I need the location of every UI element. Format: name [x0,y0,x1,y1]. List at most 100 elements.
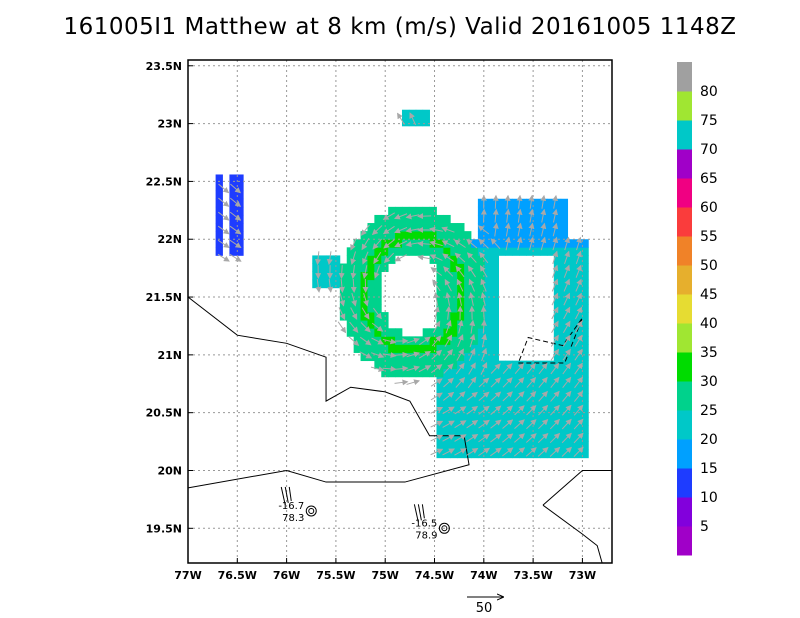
speed-cell [546,231,555,240]
speed-cell [360,239,368,248]
speed-cell [519,247,527,256]
y-tick-label: 20N [157,464,182,477]
wind-vector [550,376,560,388]
speed-cell [450,287,458,297]
wind-vector [478,405,490,415]
speed-cell [505,425,513,434]
speed-cell [546,441,555,451]
speed-cell [436,401,444,410]
colorbar-swatch [677,91,692,121]
speed-cell [408,223,417,232]
speed-cell [450,271,458,281]
speed-cell [505,384,513,394]
speed-cell [346,303,355,313]
speed-cell [470,239,479,248]
speed-cell [443,384,451,394]
speed-cell [553,214,562,224]
speed-cell [581,279,589,289]
speed-cell [374,303,382,313]
speed-cell [491,255,500,264]
speed-cell [436,263,444,273]
wind-vector [526,405,537,416]
wind-vector [526,391,537,402]
speed-cell [533,433,541,442]
speed-cell [422,328,430,337]
wind-vector [540,236,547,251]
wind-vector [550,334,559,347]
speed-cell [450,231,458,240]
speed-cell [567,393,575,402]
speed-cell [581,328,589,337]
speed-cell [581,441,589,451]
speed-cell [395,360,403,370]
speed-cell [395,223,403,232]
speed-cell [498,384,506,394]
speed-cell [567,425,575,434]
speed-cell [464,271,472,281]
wind-vector [481,333,488,348]
station-label-top: -16.5 [411,518,437,529]
speed-cell [450,344,458,353]
station-marker: -16.578.9 [411,504,450,541]
speed-cell [560,263,569,273]
speed-cell [450,360,458,370]
wind-vector [373,307,382,320]
speed-cell [560,198,569,208]
speed-cell [540,214,548,224]
x-tick-label: 73W [569,569,596,582]
speed-cell [477,312,486,321]
speed-cell [581,287,589,297]
speed-cell [484,352,493,362]
wind-barb [413,504,419,523]
wind-vector [217,239,230,249]
wind-vector [433,291,440,306]
wind-vector [502,391,513,402]
speed-cell [581,263,589,273]
speed-cell [436,384,444,394]
speed-cell [236,182,244,192]
speed-cell [450,263,458,273]
speed-cell [546,449,555,459]
wind-vector [480,265,488,278]
wind-vector [315,251,321,266]
colorbar-label: 50 [700,258,718,274]
speed-cell [436,376,444,386]
speed-cell [360,320,368,329]
speed-cell [484,295,493,305]
speed-cell [388,239,396,248]
wind-vector [490,405,502,415]
wind-vector [528,222,535,237]
speed-cell [429,344,437,353]
speed-cell [484,223,493,232]
speed-cell [574,287,582,297]
axis-ticks: 77W 76.5W 76W 75.5W 75W 74.5W 74W 73.5W 73W 19.5N… [146,60,597,582]
colorbar-swatch [677,352,692,382]
speed-cell [491,344,500,353]
speed-cell [526,401,534,410]
speed-cell [477,198,486,208]
speed-cell [443,368,451,378]
speed-cell [560,376,569,386]
wind-vector [371,225,383,236]
speed-cell [464,360,472,370]
speed-cell [505,214,513,224]
speed-cell [560,368,569,378]
speed-cell [498,409,506,418]
wind-vector [502,405,514,416]
speed-cell [339,271,348,281]
speed-cell [581,376,589,386]
speed-cell [491,279,500,289]
speed-cell [367,328,375,337]
speed-cell [546,417,555,426]
wind-vector [350,251,357,265]
coastline-segment [542,469,612,506]
speed-cell [546,198,555,208]
speed-cell [512,433,520,442]
speed-cell [422,368,430,378]
wind-vector [359,336,372,346]
speed-cell [464,393,472,402]
speed-cell [236,190,244,200]
speed-cell [367,231,375,240]
speed-cell [360,279,368,289]
speed-cell [491,320,500,329]
